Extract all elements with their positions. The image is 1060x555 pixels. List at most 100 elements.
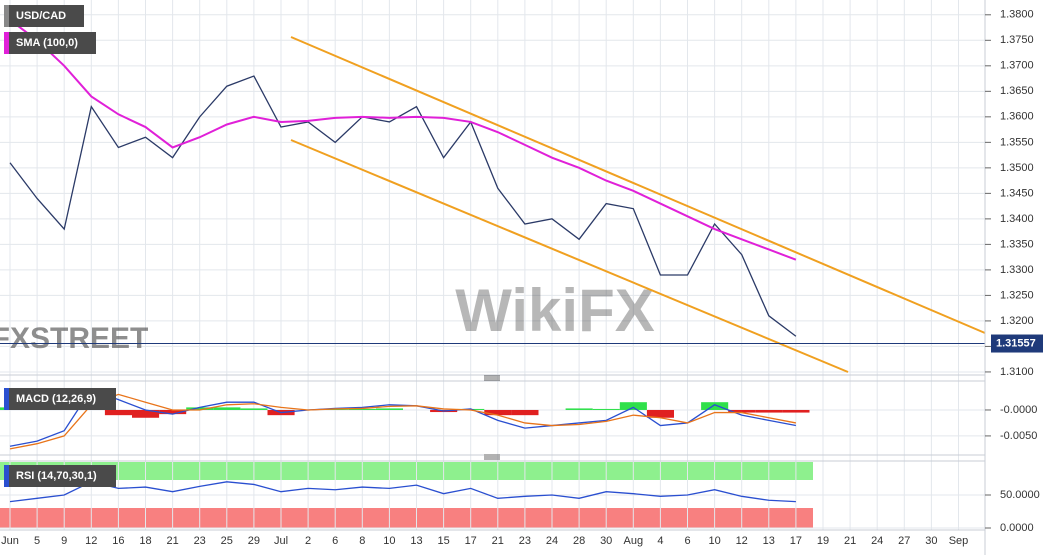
series-line [9, 481, 796, 503]
x-tick-label: 10 [383, 535, 395, 547]
x-tick-label: 29 [248, 535, 260, 547]
grid [0, 0, 985, 530]
histogram-bar [511, 409, 539, 416]
x-tick-label: 13 [410, 535, 422, 547]
x-tick-label: 25 [221, 535, 233, 547]
legend-label: SMA (100,0) [16, 37, 78, 49]
rsi-overbought-band [0, 462, 813, 480]
y-tick-label: 1.3500 [1000, 162, 1034, 174]
y-tick-label: 50.0000 [1000, 489, 1040, 501]
x-tick-label: Jul [274, 535, 288, 547]
histogram-bar [186, 407, 214, 410]
watermark: WikiFX [455, 277, 654, 344]
histogram-bar [159, 409, 187, 415]
x-tick-label: 6 [684, 535, 690, 547]
histogram-bar [565, 408, 593, 410]
histogram-bar [240, 408, 268, 410]
marks [0, 19, 985, 503]
x-tick-label: 15 [437, 535, 449, 547]
x-tick-label: 18 [139, 535, 151, 547]
x-tick-label: 17 [790, 535, 802, 547]
x-tick-label: 19 [817, 535, 829, 547]
y-tick-label: 1.3250 [1000, 289, 1034, 301]
legend-swatch [4, 5, 9, 27]
x-tick-label: Sep [949, 535, 969, 547]
y-tick-label: -0.0000 [1000, 404, 1037, 416]
x-tick-label: 24 [546, 535, 558, 547]
legend-swatch [4, 465, 9, 487]
histogram-bar [755, 409, 783, 413]
x-tick-label: 5 [34, 535, 40, 547]
last-price-label: 1.31557 [996, 337, 1036, 349]
legend-label: USD/CAD [16, 10, 66, 22]
x-tick-label: 24 [871, 535, 883, 547]
channel-upper [290, 36, 986, 334]
y-tick-label: 1.3200 [1000, 315, 1034, 327]
watermark: FXSTREET [0, 322, 148, 355]
y-tick-label: 1.3600 [1000, 111, 1034, 123]
series-line [9, 393, 797, 450]
legend-box[interactable] [4, 388, 116, 410]
last-price-tag [991, 334, 1043, 353]
x-tick-label: 27 [898, 535, 910, 547]
series-line [9, 75, 797, 337]
x-tick-label: 17 [465, 535, 477, 547]
y-tick-label: 1.3400 [1000, 213, 1034, 225]
histogram-bar [104, 409, 132, 416]
x-tick-label: 21 [492, 535, 504, 547]
x-tick-label: 13 [763, 535, 775, 547]
legend-label: MACD (12,26,9) [16, 393, 96, 405]
histogram-bar [348, 408, 376, 410]
x-tick-label: 16 [112, 535, 124, 547]
histogram-bar [592, 408, 620, 410]
x-tick-label: 2 [305, 535, 311, 547]
x-tick-label: 30 [600, 535, 612, 547]
y-tick-label: 0.0000 [1000, 522, 1034, 534]
histogram-bar [484, 409, 512, 416]
legend-label: RSI (14,70,30,1) [16, 470, 97, 482]
channel-lower [290, 139, 849, 373]
histogram-bar [782, 409, 810, 413]
x-tick-label: 9 [61, 535, 67, 547]
histogram-bar [375, 408, 403, 410]
legend-box[interactable] [4, 5, 84, 27]
histogram-bar [132, 409, 160, 418]
y-tick-label: 1.3450 [1000, 187, 1034, 199]
histogram-bar [619, 402, 647, 410]
y-tick-label: 1.3700 [1000, 60, 1034, 72]
x-tick-label: Jun [1, 535, 19, 547]
x-tick-label: 30 [925, 535, 937, 547]
resize-handle[interactable] [484, 375, 500, 381]
legend-swatch [4, 388, 9, 410]
histogram-bar [213, 407, 241, 410]
x-tick-label: Aug [624, 535, 644, 547]
y-tick-label: 1.3650 [1000, 85, 1034, 97]
x-tick-label: 21 [844, 535, 856, 547]
y-tick-label: 1.3100 [1000, 366, 1034, 378]
x-tick-label: 28 [573, 535, 585, 547]
histogram-bar [646, 409, 674, 418]
x-tick-label: 23 [519, 535, 531, 547]
x-tick-label: 12 [736, 535, 748, 547]
y-tick-label: 1.3300 [1000, 264, 1034, 276]
rsi-oversold-band [0, 508, 813, 528]
y-tick-label: 1.3750 [1000, 34, 1034, 46]
series-line [9, 388, 797, 447]
x-tick-label: 4 [657, 535, 663, 547]
x-tick-label: 21 [166, 535, 178, 547]
histogram-bar [701, 402, 729, 410]
x-tick-label: 23 [194, 535, 206, 547]
legend-box[interactable] [4, 32, 96, 54]
histogram-bar [321, 409, 349, 410]
resize-handle[interactable] [484, 454, 500, 460]
x-tick-label: 8 [359, 535, 365, 547]
y-tick-label: 1.3350 [1000, 238, 1034, 250]
y-tick-label: 1.3800 [1000, 9, 1034, 21]
y-tick-label: 1.3550 [1000, 136, 1034, 148]
x-tick-label: 12 [85, 535, 97, 547]
legend-swatch [4, 32, 9, 54]
legend-box[interactable] [4, 465, 116, 487]
x-tick-label: 6 [332, 535, 338, 547]
